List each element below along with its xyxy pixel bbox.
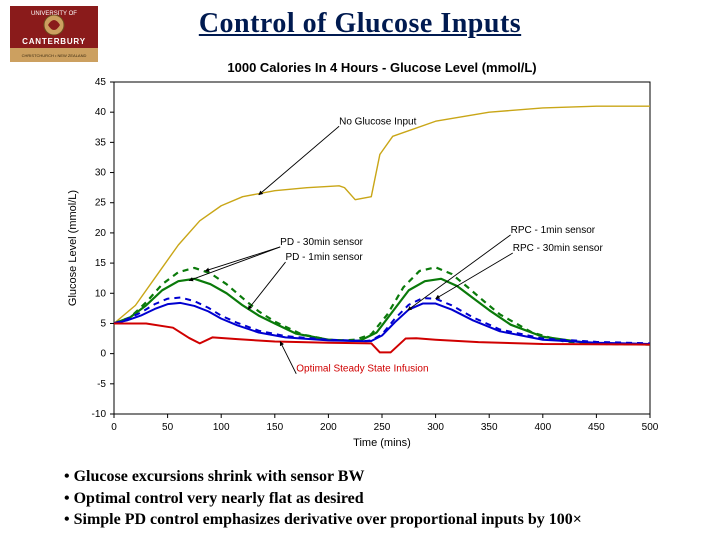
glucose-chart: 0 50 100 150 200 250 300 350 400 450 500 -10 -5 0 5 10 1…: [60, 58, 660, 456]
svg-text:35: 35: [95, 137, 107, 148]
bullet-item: • Optimal control very nearly flat as de…: [64, 488, 582, 510]
svg-text:RPC - 1min sensor: RPC - 1min sensor: [511, 225, 596, 236]
svg-text:45: 45: [95, 77, 107, 88]
svg-text:300: 300: [427, 422, 444, 433]
svg-text:40: 40: [95, 107, 107, 118]
slide-title: Control of Glucose Inputs: [0, 8, 720, 40]
svg-text:-5: -5: [97, 379, 106, 390]
svg-text:30: 30: [95, 168, 107, 179]
svg-text:350: 350: [481, 422, 498, 433]
svg-text:Glucose Level (mmol/L): Glucose Level (mmol/L): [67, 190, 79, 306]
svg-text:PD - 1min sensor: PD - 1min sensor: [286, 252, 364, 263]
svg-text:20: 20: [95, 228, 107, 239]
svg-text:500: 500: [642, 422, 659, 433]
svg-text:No Glucose Input: No Glucose Input: [339, 116, 416, 127]
bullet-item: • Simple PD control emphasizes derivativ…: [64, 509, 582, 531]
svg-text:RPC - 30min sensor: RPC - 30min sensor: [513, 243, 604, 254]
svg-text:Time (mins): Time (mins): [353, 437, 411, 449]
svg-text:5: 5: [100, 318, 106, 329]
svg-text:0: 0: [111, 422, 117, 433]
svg-text:10: 10: [95, 288, 107, 299]
svg-text:200: 200: [320, 422, 337, 433]
svg-text:0: 0: [100, 349, 106, 360]
svg-text:1000 Calories In 4 Hours - Glu: 1000 Calories In 4 Hours - Glucose Level…: [227, 60, 536, 75]
bullet-list: • Glucose excursions shrink with sensor …: [64, 466, 582, 531]
svg-text:25: 25: [95, 198, 107, 209]
bullet-item: • Glucose excursions shrink with sensor …: [64, 466, 582, 488]
svg-text:250: 250: [374, 422, 391, 433]
svg-text:400: 400: [534, 422, 551, 433]
svg-text:450: 450: [588, 422, 605, 433]
svg-text:100: 100: [213, 422, 230, 433]
svg-text:50: 50: [162, 422, 174, 433]
svg-text:-10: -10: [92, 409, 107, 420]
svg-text:15: 15: [95, 258, 107, 269]
svg-text:Optimal Steady State Infusion: Optimal Steady State Infusion: [296, 364, 428, 375]
svg-text:PD - 30min sensor: PD - 30min sensor: [280, 237, 363, 248]
svg-text:150: 150: [266, 422, 283, 433]
